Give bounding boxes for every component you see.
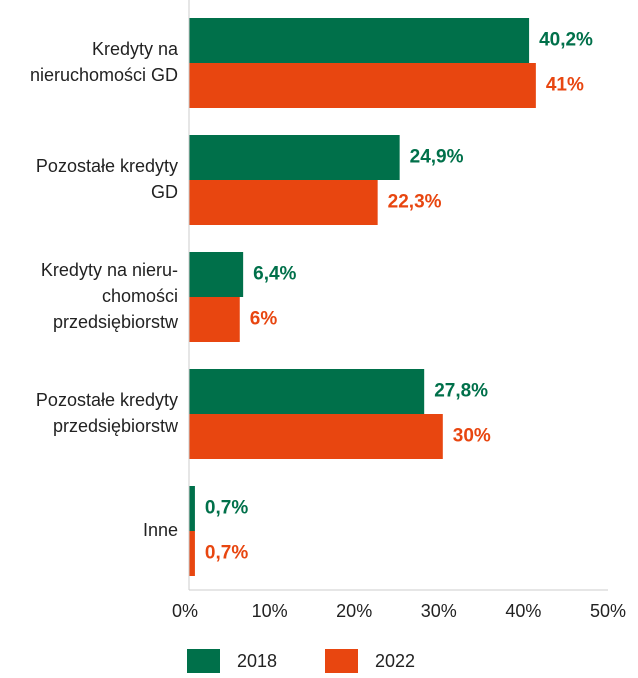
bar (189, 486, 195, 531)
bar (189, 180, 378, 225)
value-label: 22,3% (388, 192, 442, 213)
category-label: Inne (143, 520, 178, 540)
category-label: nieruchomości GD (30, 65, 178, 85)
category-label: przedsiębiorstw (53, 416, 179, 436)
bar (189, 252, 244, 297)
category-label: chomości (102, 286, 178, 306)
x-tick-label: 40% (505, 601, 541, 621)
value-label: 27,8% (434, 381, 488, 402)
x-tick-label: 10% (252, 601, 288, 621)
value-label: 6% (250, 309, 278, 330)
value-label: 6,4% (253, 264, 296, 285)
category-label: GD (151, 182, 178, 202)
bar (189, 414, 443, 459)
category-label: Pozostałe kredyty (36, 156, 178, 176)
category-label: Kredyty na nieru- (41, 260, 178, 280)
category-label: przedsiębiorstw (53, 312, 179, 332)
value-label: 0,7% (205, 498, 248, 519)
bar (189, 63, 536, 108)
x-tick-label: 0% (172, 601, 198, 621)
category-label: Kredyty na (92, 39, 179, 59)
value-label: 0,7% (205, 543, 248, 564)
x-tick-label: 20% (336, 601, 372, 621)
bar (189, 18, 530, 63)
bar (189, 369, 425, 414)
value-label: 30% (453, 426, 491, 447)
x-tick-label: 30% (421, 601, 457, 621)
bar (189, 297, 240, 342)
legend-swatch (325, 649, 358, 673)
bar (189, 135, 400, 180)
value-label: 40,2% (539, 30, 593, 51)
value-label: 41% (546, 75, 584, 96)
value-label: 24,9% (410, 147, 464, 168)
legend-label: 2018 (237, 651, 277, 671)
legend-swatch (187, 649, 220, 673)
bar (189, 531, 195, 576)
x-tick-label: 50% (590, 601, 626, 621)
category-label: Pozostałe kredyty (36, 390, 178, 410)
legend-label: 2022 (375, 651, 415, 671)
